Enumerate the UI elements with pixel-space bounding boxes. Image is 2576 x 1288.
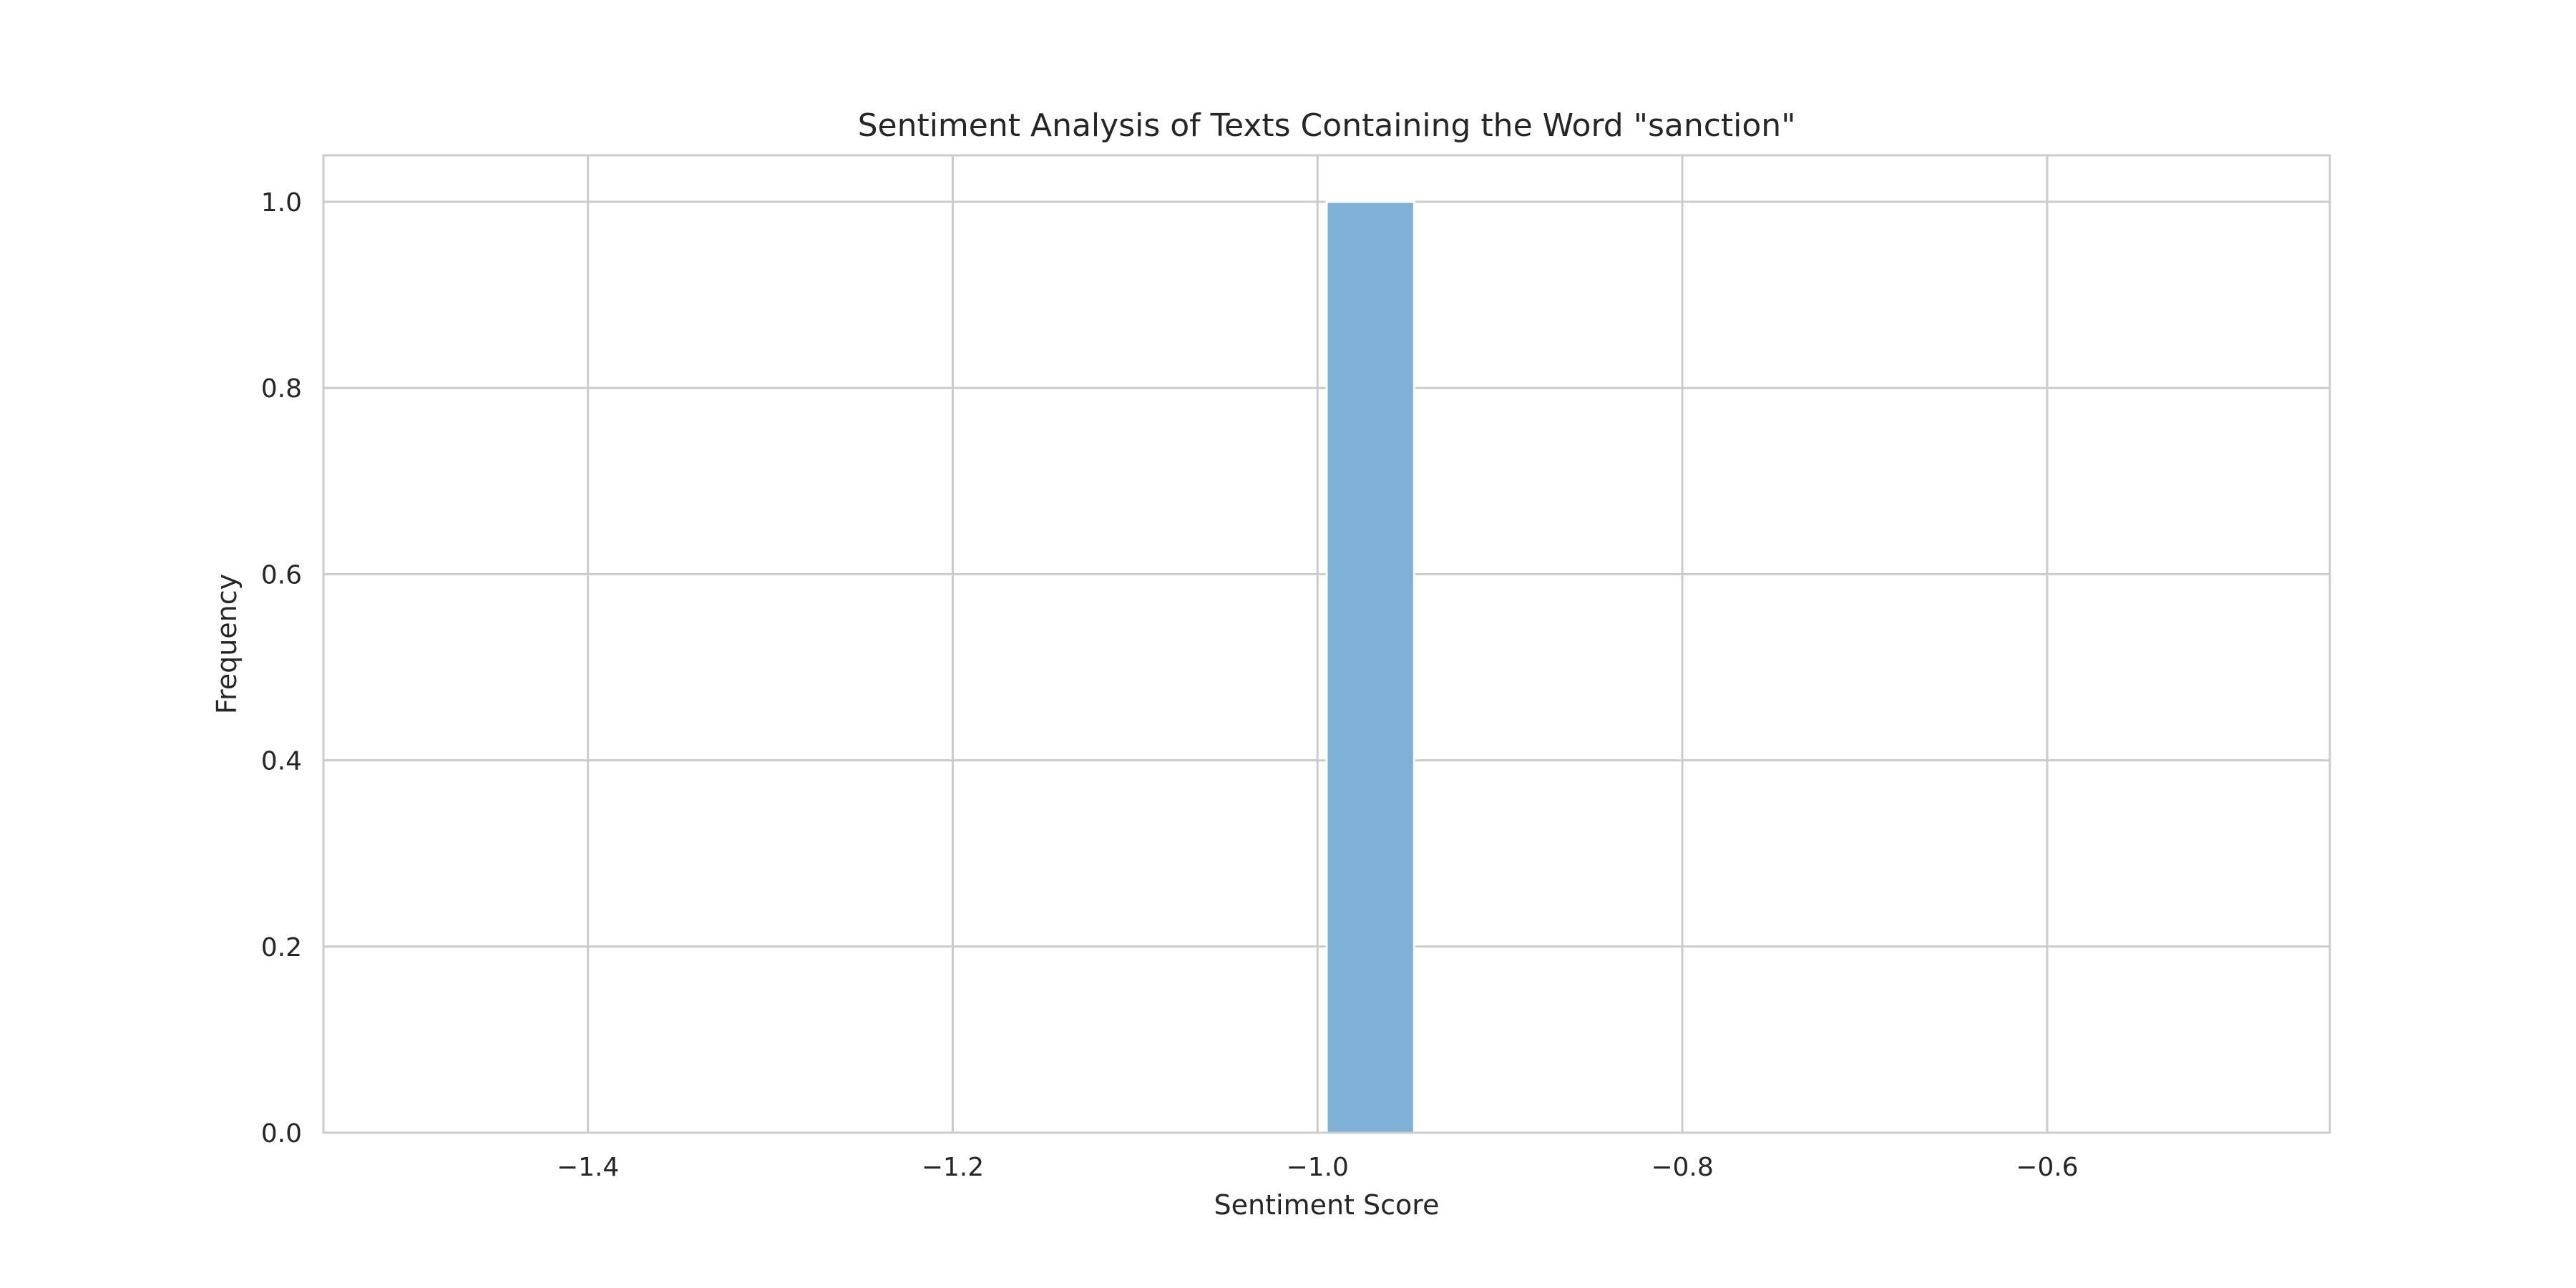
x-tick-label: −1.2 [922, 1153, 984, 1182]
chart-title: Sentiment Analysis of Texts Containing t… [858, 107, 1796, 144]
histogram-bar [1325, 200, 1415, 1134]
plot-frame [322, 154, 2331, 1134]
y-tick-label: 0.2 [261, 933, 302, 962]
bar-layer [1325, 200, 1415, 1134]
y-tick-label: 1.0 [261, 188, 302, 218]
x-tick-label: −0.8 [1651, 1153, 1713, 1182]
x-axis-label: Sentiment Score [1214, 1189, 1440, 1221]
x-tick-label: −1.4 [557, 1153, 619, 1182]
x-tick-label: −0.6 [2016, 1153, 2078, 1182]
y-tick-label: 0.0 [261, 1119, 302, 1148]
y-tick-label: 0.6 [261, 560, 302, 590]
y-axis-label: Frequency [211, 574, 243, 714]
y-tick-label: 0.8 [261, 374, 302, 404]
x-tick-label: −1.0 [1287, 1153, 1349, 1182]
y-tick-labels: 0.0 0.2 0.4 0.6 0.8 1.0 [261, 188, 302, 1148]
x-tick-labels: −1.4 −1.2 −1.0 −0.8 −0.6 [557, 1153, 2079, 1182]
y-tick-label: 0.4 [261, 747, 302, 776]
